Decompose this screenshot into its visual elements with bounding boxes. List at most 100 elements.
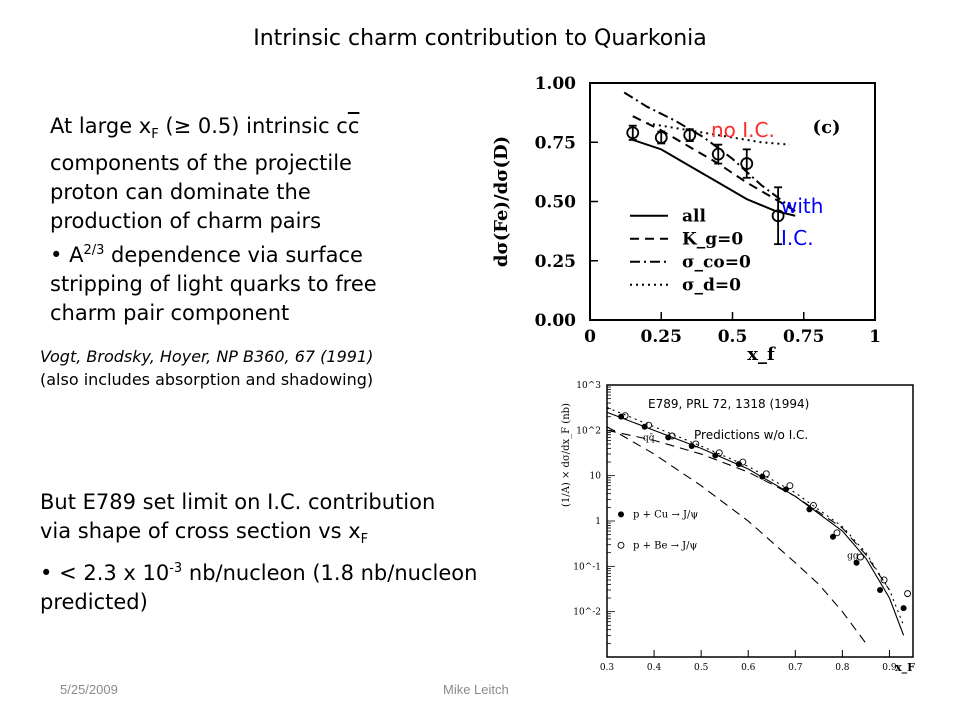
text-fragment: dependence via surface <box>104 243 363 268</box>
e789-paragraph: But E789 set limit on I.C. contribution … <box>40 488 560 617</box>
data-point <box>740 157 754 170</box>
series-curve <box>646 122 790 146</box>
e789-reference: E789, PRL 72, 1318 (1994) <box>648 397 810 411</box>
y-tick-label: 10^-1 <box>573 562 601 572</box>
data-point-be <box>786 482 794 490</box>
data-point-be <box>645 421 653 429</box>
data-point-cu <box>853 559 860 566</box>
y-tick-label: 10^2 <box>576 426 601 436</box>
data-point-be <box>857 553 864 561</box>
data-point <box>771 209 785 223</box>
x-tick-label: 0.4 <box>647 663 662 673</box>
data-point-be <box>809 502 817 509</box>
data-point-cu <box>735 461 742 468</box>
data-point-cu <box>665 434 672 441</box>
data-point <box>711 147 725 161</box>
data-point-be <box>668 432 676 440</box>
text-fragment: nb/nucleon (1.8 nb/nucleon <box>182 561 478 586</box>
data-point <box>654 131 668 144</box>
legend-label: p + Be → J/ψ <box>633 540 698 551</box>
y-tick-label: 10^3 <box>576 381 601 391</box>
x-tick-label: 0.7 <box>788 663 803 673</box>
data-point-cu <box>877 587 884 594</box>
with-ic-label-2: I.C. <box>781 226 814 250</box>
data-point-cu <box>900 605 907 612</box>
data-point-cu <box>806 506 813 513</box>
legend-label: σ_co=0 <box>682 253 751 273</box>
subscript: F <box>151 127 159 143</box>
series-curve <box>623 91 791 208</box>
x-tick-label: 0.5 <box>718 327 748 347</box>
data-point-be <box>739 458 747 466</box>
slide-title: Intrinsic charm contribution to Quarkoni… <box>253 26 707 51</box>
x-tick-label: 0.5 <box>694 663 709 673</box>
data-point-be <box>762 470 770 478</box>
text-fragment: < 2.3 x 10 <box>52 561 170 586</box>
x-tick-label: 0.8 <box>835 663 850 673</box>
bullet: • <box>50 243 63 268</box>
no-ic-label: no I.C. <box>711 118 775 142</box>
x-tick-label: 0.9 <box>882 663 897 673</box>
intro-line-5: • A2/3 dependence via surface <box>50 236 470 270</box>
data-point-cu <box>641 423 648 430</box>
cbar-symbol: c <box>347 114 360 138</box>
y-tick-label: 0.25 <box>535 252 576 272</box>
data-point-cu <box>782 486 789 493</box>
y-axis-label: dσ(Fe)/dσ(D) <box>491 136 512 267</box>
text-fragment: 0.5) intrinsic c <box>191 114 348 138</box>
text-fragment: A <box>62 243 84 268</box>
text-fragment: ( <box>158 114 174 138</box>
footer-author: Mike Leitch <box>443 682 509 697</box>
x-tick-label: 0.6 <box>741 663 756 673</box>
x-tick-label: 0.75 <box>783 327 824 347</box>
footer-date: 5/25/2009 <box>60 682 118 697</box>
e789-line-1: But E789 set limit on I.C. contribution <box>40 490 436 514</box>
y-tick-label: 0.00 <box>535 311 577 331</box>
data-point-be <box>904 590 912 598</box>
model-curve <box>606 429 890 591</box>
data-point <box>626 126 640 140</box>
legend-label: σ_d=0 <box>682 276 741 296</box>
citation-note: (also includes absorption and shadowing) <box>40 370 374 389</box>
panel-label: (c) <box>813 117 841 138</box>
x-tick-label: 0.25 <box>641 327 682 347</box>
y-tick-label: 10 <box>590 472 602 482</box>
bullet: • <box>40 561 53 586</box>
curve-label-qqbar: qq̄ <box>643 433 655 443</box>
data-point-be <box>715 449 723 457</box>
data-point-be <box>692 440 700 448</box>
model-curve <box>606 406 905 626</box>
data-point-cu <box>618 413 625 420</box>
e789-line-3: • < 2.3 x 10-3 nb/nucleon (1.8 nb/nucleo… <box>40 554 560 588</box>
x-axis-label: x_f <box>747 344 776 365</box>
x-tick-label: 0 <box>584 327 596 347</box>
chart-ratio: 0 0.25 0.5 0.75 1 0.00 0.25 0.50 0.75 1.00 x_f dσ(F… <box>491 74 881 365</box>
x-axis-label: x_F <box>895 661 915 675</box>
superscript: 2/3 <box>83 243 105 259</box>
chart-e789: 0.3 0.4 0.5 0.6 0.7 0.8 0.9 10^-2 10^-1 1 10 10^2 10… <box>561 381 915 675</box>
x-tick-label: 0.3 <box>600 663 615 673</box>
y-axis-label: (1/A) × dσ/dx_F (nb) <box>561 403 572 507</box>
intro-line-7: charm pair component <box>50 301 290 326</box>
model-curve <box>606 426 867 644</box>
legend-label: K_g=0 <box>682 230 743 250</box>
legend-marker-filled <box>618 511 624 518</box>
intro-line-1: At large xF (≥ 0.5) intrinsic cc <box>50 112 470 149</box>
data-point-cu <box>829 533 836 540</box>
intro-line-2: components of the projectile <box>50 151 352 176</box>
y-tick-label: 10^-2 <box>573 608 601 618</box>
y-tick-label: 1.00 <box>535 74 577 94</box>
superscript: -3 <box>169 561 183 577</box>
y-tick-label: 0.50 <box>535 193 577 213</box>
geq-symbol: ≥ <box>173 114 192 138</box>
subscript: F <box>360 532 369 548</box>
intro-line-4: production of charm pairs <box>50 209 322 234</box>
x-tick-label: 1 <box>869 327 881 347</box>
data-point-be <box>621 412 629 420</box>
citation: Vogt, Brodsky, Hoyer, NP B360, 67 (1991)… <box>40 345 460 391</box>
intro-line-3: proton can dominate the <box>50 180 311 205</box>
data-point-cu <box>688 443 695 450</box>
predictions-label: Predictions w/o I.C. <box>694 428 809 442</box>
e789-line-4: predicted) <box>40 590 148 615</box>
intro-line-6: stripping of light quarks to free <box>50 272 377 297</box>
